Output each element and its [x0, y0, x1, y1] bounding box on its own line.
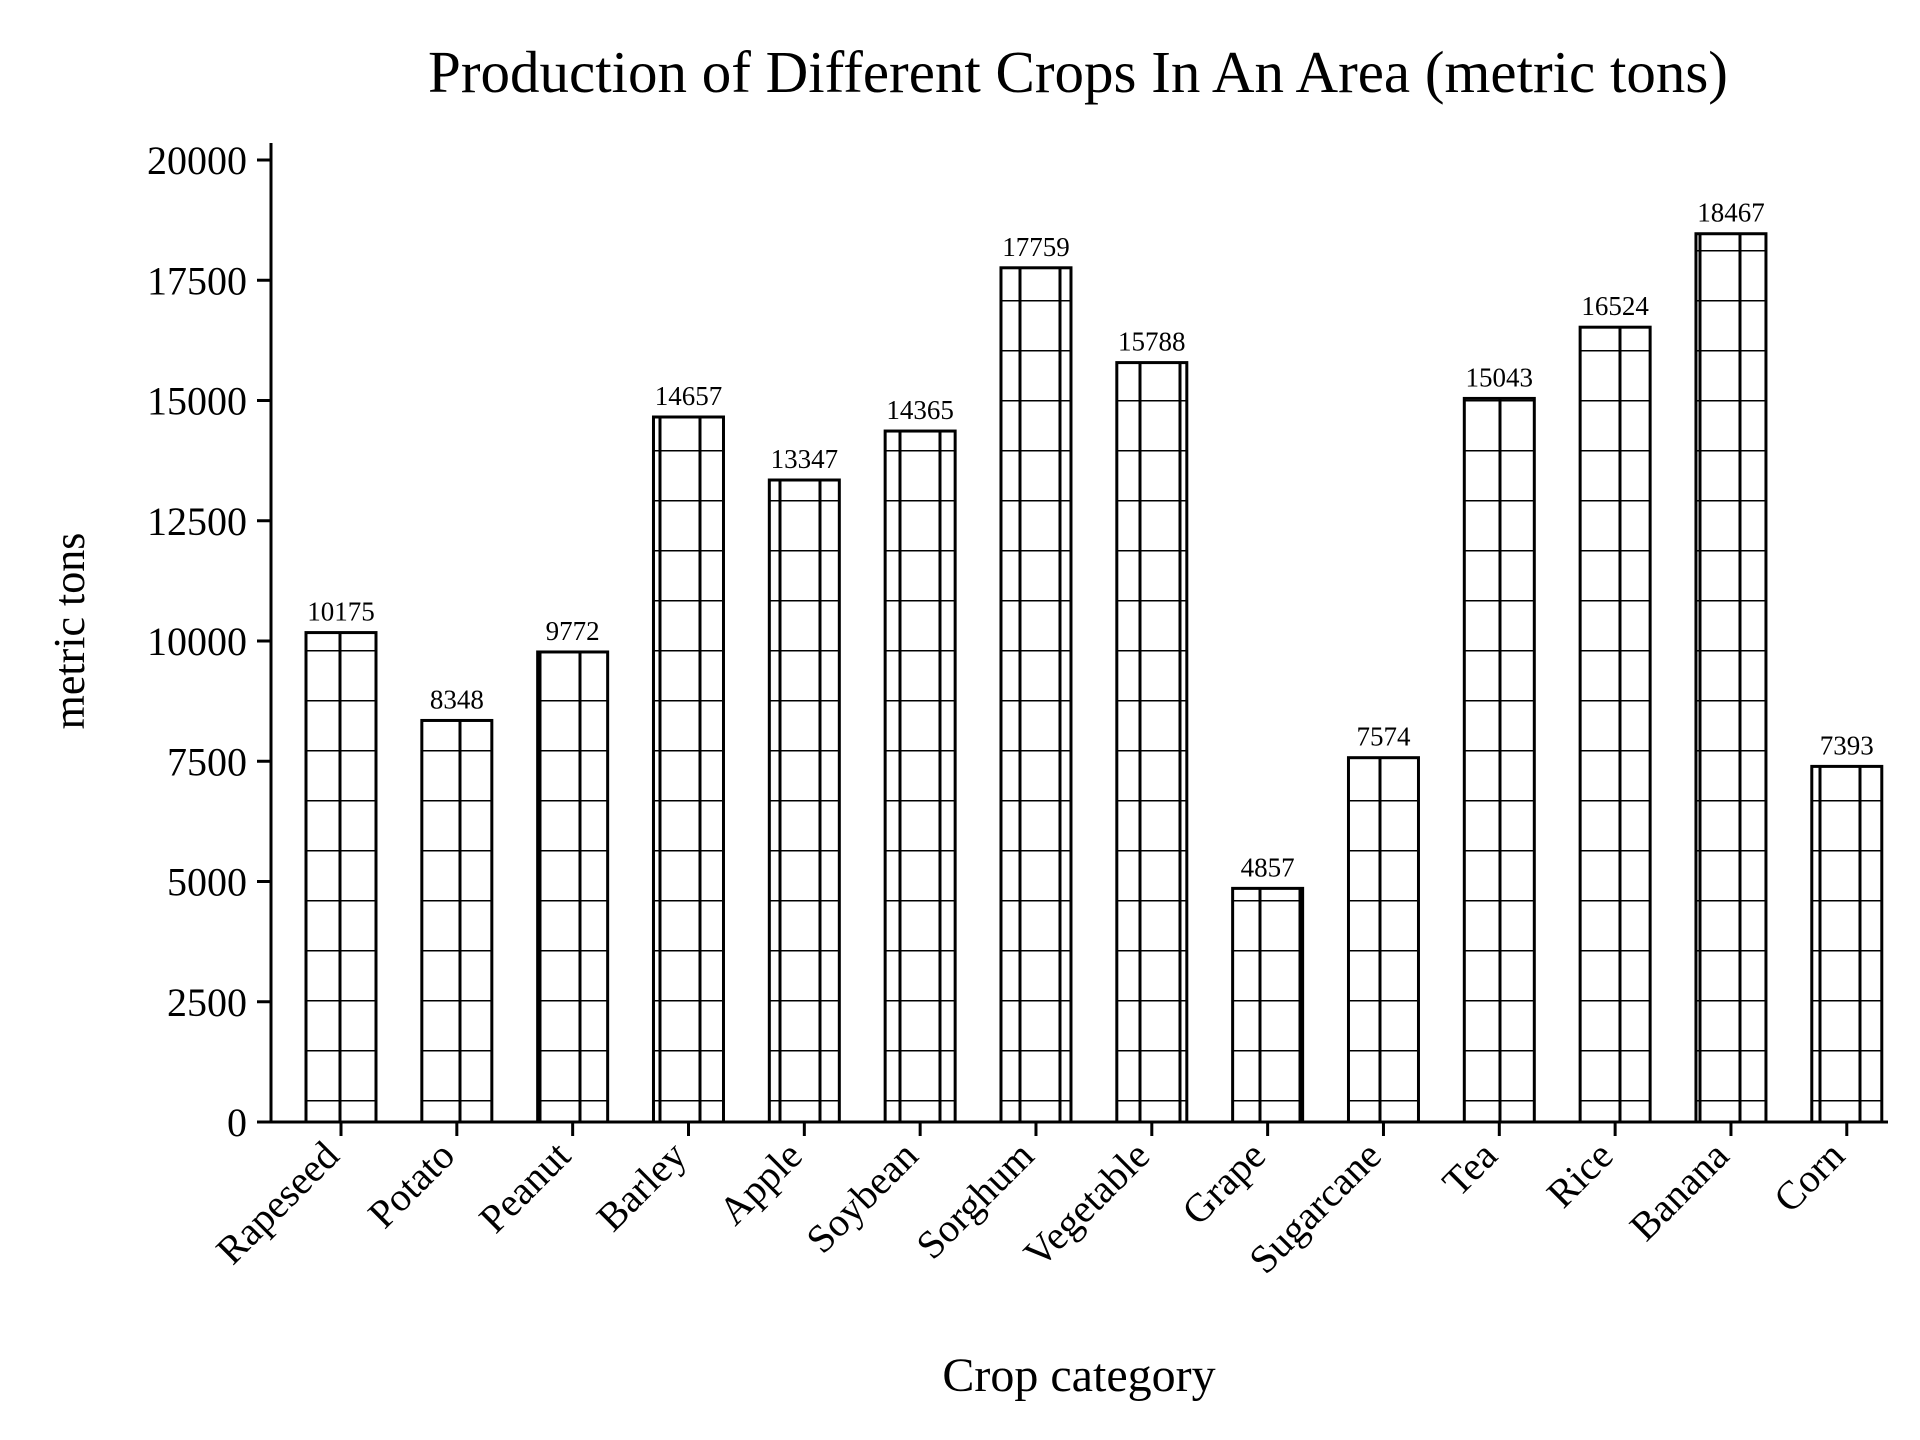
x-tick-label-grape: Grape: [1173, 1133, 1274, 1234]
bar-peanut: [537, 651, 608, 1122]
bar-barley: [653, 416, 724, 1122]
y-axis-label: metric tons: [45, 533, 94, 730]
bar-rapeseed: [306, 632, 376, 1122]
bar-vegetable: [1116, 362, 1187, 1123]
y-tick-label: 20000: [147, 138, 247, 183]
bar-grape: [1232, 888, 1303, 1122]
data-label-rice: 16524: [1581, 291, 1649, 321]
data-label-sorghum: 17759: [1002, 232, 1070, 262]
x-tick-label-apple: Apple: [710, 1133, 811, 1234]
x-tick-label-banana: Banana: [1621, 1132, 1738, 1249]
x-tick-label-rice: Rice: [1538, 1133, 1622, 1217]
y-ticks-group: 0 2500 5000 7500 10000 12500 15000 17500 20000: [147, 138, 271, 1145]
y-tick-label: 15000: [147, 379, 247, 424]
bar-sugarcane: [1348, 757, 1419, 1122]
x-tick-label-potato: Potato: [359, 1133, 463, 1237]
data-label-vegetable: 15788: [1118, 327, 1186, 357]
y-tick-label: 7500: [167, 739, 247, 784]
data-label-corn: 7393: [1820, 730, 1874, 760]
bar-sorghum: [1000, 267, 1071, 1122]
x-axis-label: Crop category: [942, 1349, 1215, 1402]
y-tick-label: 10000: [147, 619, 247, 664]
bar-tea: [1464, 398, 1535, 1122]
bar-corn: [1811, 766, 1882, 1122]
chart-title: Production of Different Crops In An Area…: [428, 39, 1728, 105]
bar-rice: [1580, 327, 1651, 1123]
x-ticks-group: Rapeseed Potato Peanut Barley AppleSoybeanSo…: [207, 1122, 1853, 1282]
data-label-potato: 8348: [430, 684, 484, 714]
data-label-peanut: 9772: [546, 616, 600, 646]
y-tick-label: 5000: [167, 860, 247, 905]
y-tick-label: 17500: [147, 258, 247, 303]
bar-potato: [421, 720, 492, 1122]
x-tick-label-peanut: Peanut: [470, 1133, 579, 1242]
bar-soybean: [885, 431, 956, 1123]
x-tick-label-soybean: Soybean: [797, 1133, 926, 1262]
data-label-rapeseed: 10175: [307, 597, 375, 627]
data-label-tea: 15043: [1466, 362, 1534, 392]
bar-apple: [769, 480, 840, 1123]
data-label-apple: 13347: [771, 444, 839, 474]
bars-group: [304, 232, 1884, 1124]
x-tick-label-barley: Barley: [588, 1133, 695, 1240]
data-label-banana: 18467: [1697, 198, 1765, 228]
x-tick-label-vegetable: Vegetable: [1015, 1133, 1158, 1276]
data-label-soybean: 14365: [886, 395, 954, 425]
x-tick-label-corn: Corn: [1765, 1133, 1853, 1221]
bar-banana: [1695, 233, 1766, 1122]
y-tick-label: 2500: [167, 980, 247, 1025]
data-label-grape: 4857: [1241, 852, 1295, 882]
data-label-sugarcane: 7574: [1356, 722, 1411, 752]
y-tick-label: 12500: [147, 499, 247, 544]
x-tick-label-tea: Tea: [1433, 1132, 1505, 1204]
data-labels-group: 10175 8348 9772 14657 13347 14365 17759 15788 48…: [307, 198, 1874, 883]
y-tick-label: 0: [227, 1100, 247, 1145]
data-label-barley: 14657: [655, 381, 723, 411]
x-tick-label-rapeseed: Rapeseed: [207, 1133, 347, 1273]
